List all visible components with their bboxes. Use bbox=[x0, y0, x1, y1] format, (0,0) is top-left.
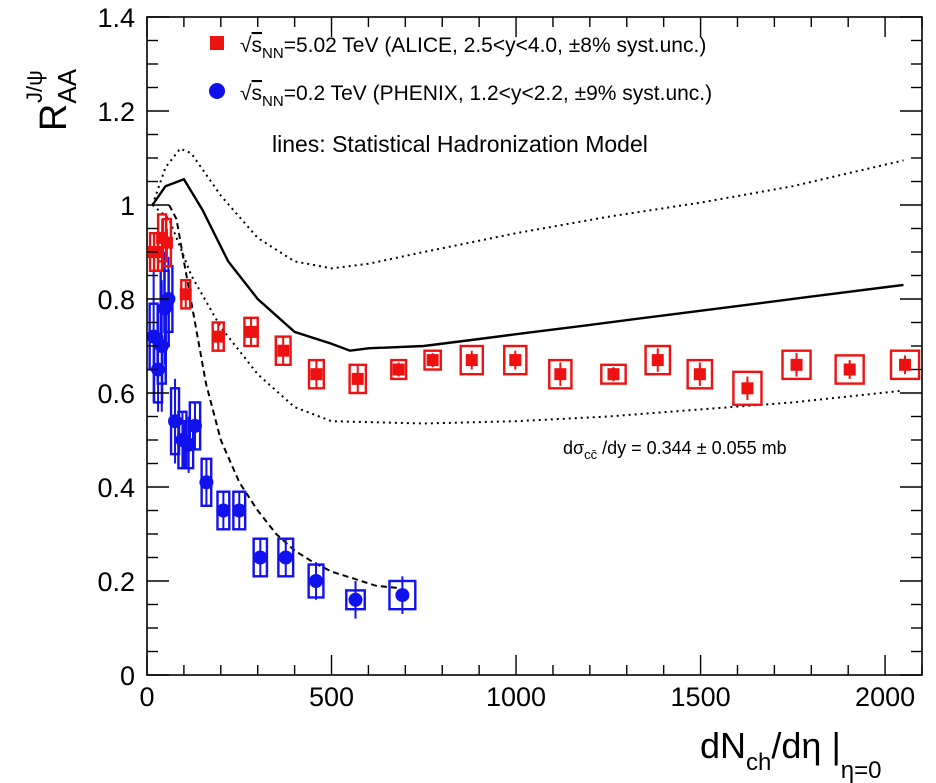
phenix-point bbox=[216, 503, 231, 518]
legend: √sNN=5.02 TeV (ALICE, 2.5<y<4.0, ±8% sys… bbox=[209, 34, 712, 110]
model-curve-shm-lhc-lower bbox=[151, 204, 904, 425]
alice-syst-box bbox=[644, 344, 672, 376]
y-axis-label-main: R bbox=[33, 104, 75, 131]
phenix-point bbox=[232, 503, 247, 518]
y-tick-label: 1 bbox=[120, 191, 135, 221]
phenix-point bbox=[348, 592, 363, 607]
alice-point bbox=[607, 368, 620, 381]
alice-point bbox=[741, 382, 754, 395]
alice-point bbox=[212, 330, 225, 343]
axis-ticks bbox=[146, 16, 923, 676]
x-axis-label-sub: ch bbox=[746, 749, 771, 776]
alice-point bbox=[554, 368, 567, 381]
y-tick-label: 1.2 bbox=[97, 97, 135, 127]
legend-entry-alice: √sNN=5.02 TeV (ALICE, 2.5<y<4.0, ±8% sys… bbox=[240, 34, 706, 62]
y-tick-label: 0.2 bbox=[97, 567, 135, 597]
alice-point bbox=[277, 344, 290, 357]
alice-syst-box bbox=[423, 349, 442, 371]
y-tick-label: 1.4 bbox=[97, 3, 135, 33]
phenix-point bbox=[278, 550, 293, 565]
alice-point bbox=[899, 358, 912, 371]
alice-syst-box bbox=[390, 358, 408, 381]
alice-syst-box bbox=[732, 370, 763, 406]
x-tick-label: 0 bbox=[139, 682, 154, 712]
phenix-point bbox=[168, 414, 183, 429]
phenix-point bbox=[309, 574, 324, 588]
legend-entry-phenix: √sNN=0.2 TeV (PHENIX, 1.2<y<2.2, ±9% sys… bbox=[240, 82, 712, 110]
model-note: lines: Statistical Hadronization Model bbox=[272, 131, 648, 157]
y-tick-label: 0 bbox=[120, 661, 135, 691]
model-curves bbox=[151, 147, 904, 589]
x-axis-label-sub2: η=0 bbox=[841, 757, 882, 783]
alice-syst-box bbox=[834, 354, 865, 385]
phenix-point bbox=[253, 550, 268, 565]
y-axis-label: RAAJ/ψ bbox=[22, 68, 82, 131]
x-tick-label: 1500 bbox=[671, 682, 731, 712]
legend-marker-alice bbox=[210, 36, 224, 50]
legend-marker-phenix bbox=[209, 83, 225, 99]
alice-syst-box bbox=[889, 349, 921, 381]
alice-syst-box bbox=[686, 358, 714, 390]
x-tick-label: 2000 bbox=[855, 682, 915, 712]
phenix-point bbox=[395, 588, 410, 603]
y-tick-label: 0.4 bbox=[97, 473, 135, 503]
phenix-series bbox=[146, 252, 417, 619]
x-tick-label: 500 bbox=[309, 682, 354, 712]
model-curve-shm-rhic bbox=[168, 204, 399, 589]
alice-point bbox=[179, 288, 192, 301]
x-axis-label: dNch/dη |η=0 bbox=[700, 725, 882, 783]
phenix-point bbox=[187, 418, 202, 433]
alice-point bbox=[651, 354, 664, 367]
alice-point bbox=[790, 358, 803, 371]
alice-syst-box bbox=[459, 344, 485, 376]
alice-syst-box bbox=[548, 358, 573, 390]
alice-point bbox=[392, 363, 405, 376]
y-tick-label: 0.8 bbox=[97, 285, 135, 315]
alice-point bbox=[310, 368, 323, 381]
alice-point bbox=[693, 368, 706, 381]
model-curve-shm-lhc-central bbox=[151, 177, 904, 352]
alice-syst-box bbox=[503, 344, 528, 376]
phenix-point bbox=[199, 475, 214, 490]
axis-tick-labels: 0 500 1000 1500 2000 0 0.2 0.4 0.6 0.8 1 1.2 1.4 bbox=[97, 3, 915, 712]
alice-point bbox=[426, 354, 439, 367]
alice-point bbox=[843, 363, 856, 376]
alice-syst-box bbox=[781, 349, 812, 381]
y-axis-label-sub: AA bbox=[52, 68, 82, 103]
alice-syst-box bbox=[600, 363, 627, 385]
x-tick-label: 1000 bbox=[486, 682, 546, 712]
alice-series bbox=[148, 213, 921, 406]
cross-section-note: dσcc̄ /dy = 0.344 ± 0.055 mb bbox=[563, 438, 787, 462]
y-axis-label-sup: J/ψ bbox=[22, 70, 47, 103]
model-curve-shm-lhc-upper bbox=[151, 147, 904, 270]
alice-point bbox=[509, 354, 522, 367]
alice-point bbox=[351, 372, 364, 385]
x-axis-label-tail: /dη | bbox=[771, 725, 840, 766]
alice-point bbox=[465, 354, 478, 367]
alice-point bbox=[160, 236, 173, 249]
x-axis-label-main: dN bbox=[700, 725, 746, 766]
y-tick-label: 0.6 bbox=[97, 379, 135, 409]
alice-point bbox=[245, 325, 258, 338]
